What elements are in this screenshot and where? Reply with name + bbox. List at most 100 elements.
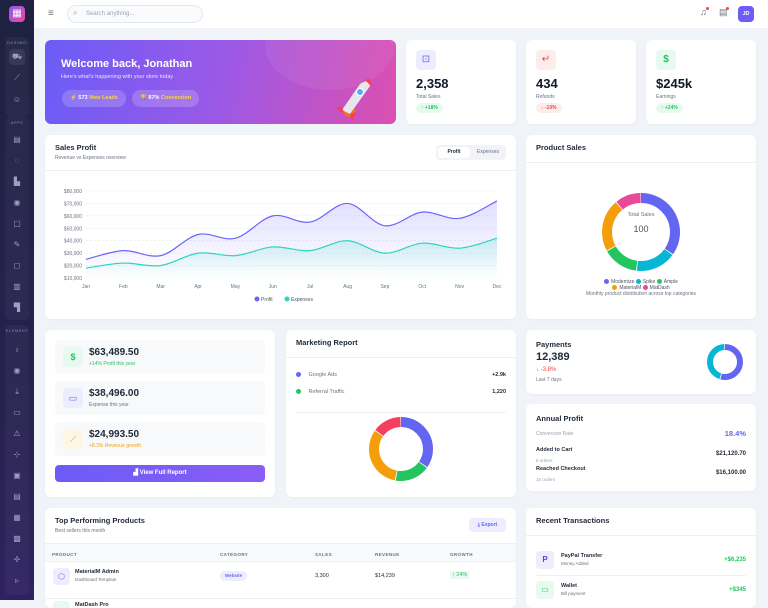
x-tick-label: Jan (82, 284, 90, 290)
radio-icon[interactable]: ◉ (9, 363, 25, 379)
menu-icon[interactable]: ≡ (48, 8, 54, 19)
users-icon[interactable]: ☺ (9, 92, 25, 108)
calendar-icon[interactable]: ▤ (9, 132, 25, 148)
column-header[interactable]: CATEGORY (220, 552, 248, 557)
award-icon[interactable]: ♁ (9, 342, 25, 358)
column-header[interactable]: REVENUE (375, 552, 400, 557)
y-tick-label: $20,000 (64, 264, 82, 270)
sidebar-section-apps: APPS ▤ ◌ ▙ ◉ ▢ ✎ ◻ ▥ ▜ (5, 117, 29, 320)
x-tick-label: Jun (269, 284, 277, 290)
card-title: Annual Profit (536, 414, 583, 423)
section-label: ELEMENT (5, 328, 29, 333)
card-subtitle: Best sellers this month (55, 528, 105, 534)
export-button[interactable]: ⤓ Export (469, 518, 506, 532)
x-tick-label: Sep (380, 284, 389, 290)
alert-icon[interactable]: ⚠ (9, 426, 25, 442)
conv-value: 87% (148, 95, 159, 101)
layout-icon[interactable]: ▩ (9, 531, 25, 547)
row-sub: 15 orders (536, 477, 555, 482)
finance-label: +14% Profit this year (89, 361, 135, 367)
bell-icon[interactable]: ♫ (700, 7, 707, 17)
x-tick-label: Aug (343, 284, 352, 290)
finance-value: $38,496.00 (89, 388, 139, 399)
transaction-sub: Money Added (561, 561, 589, 566)
view-full-report-button[interactable]: ▟ View Full Report (55, 465, 265, 482)
sales-profit-card: Sales Profit Revenue vs Expenses overvie… (45, 135, 516, 319)
annual-profit-card: Annual Profit Conversion Rate 18.4% Adde… (526, 404, 756, 491)
stat-value: 2,358 (416, 76, 449, 91)
table-header (45, 543, 516, 562)
notes-icon[interactable]: ▢ (9, 216, 25, 232)
x-tick-label: Apr (194, 284, 202, 290)
y-tick-label: $80,000 (64, 189, 82, 195)
marketing-row-google-ads: Google Ads+2.9k (296, 372, 506, 378)
invoice-icon[interactable]: ▥ (9, 279, 25, 295)
tree-icon[interactable]: ✢ (9, 552, 25, 568)
legend-label: Expenses (291, 297, 313, 303)
download-icon[interactable]: ⤓ (9, 384, 25, 400)
product-name: MaterialM Admin (75, 569, 119, 575)
grid-icon[interactable]: ▦ (9, 6, 25, 22)
transaction-sub: Bill payment (561, 591, 586, 596)
sidebar-section-dashboard: DASHBO ⛟ ⟋ ☺ (5, 37, 29, 117)
column-header[interactable]: PRODUCT (52, 552, 77, 557)
shopping-bag-icon[interactable]: ◻ (9, 258, 25, 274)
y-tick-label: $30,000 (64, 251, 82, 257)
welcome-banner: Welcome back, Jonathan Here's what's hap… (45, 40, 396, 124)
y-tick-label: $10,000 (64, 276, 82, 282)
transaction-amount: +$6,235 (724, 557, 746, 563)
bag-icon: ⊡ (416, 50, 436, 70)
category-badge: Website (220, 571, 247, 581)
x-tick-label: Feb (119, 284, 128, 290)
chat-icon[interactable]: ◌ (9, 153, 25, 169)
kanban-icon[interactable]: ▜ (9, 300, 25, 316)
stat-card-earnings: $ $245k Earnings ↑ +24% (646, 40, 756, 124)
growth-cell: ↑ 24% (450, 571, 469, 579)
payments-donut (706, 343, 744, 381)
y-tick-label: $70,000 (64, 201, 82, 207)
column-header[interactable]: GROWTH (450, 552, 473, 557)
legend-marker (285, 297, 290, 302)
y-tick-label: $40,000 (64, 239, 82, 245)
product-name: MatDash Pro (75, 602, 109, 608)
payments-change: ↓ -3.8% (536, 367, 556, 373)
search-input[interactable]: Search anything... (67, 5, 203, 23)
edit-icon[interactable]: ✎ (9, 237, 25, 253)
signpost-icon[interactable]: ⊹ (9, 447, 25, 463)
avatar[interactable]: JD (738, 6, 754, 22)
row-value: $16,100.00 (716, 470, 746, 476)
stat-change: ↑ +18% (416, 103, 443, 113)
user-circle-icon[interactable]: ◉ (9, 195, 25, 211)
column-header[interactable]: SALES (315, 552, 332, 557)
card-title: Marketing Report (296, 338, 358, 347)
marketing-report-card: Marketing Report Google Ads+2.9k Referra… (286, 330, 516, 497)
recent-transactions-card: Recent Transactions P PayPal Transfer Mo… (526, 508, 756, 608)
finance-item: $$63,489.50+14% Profit this year (55, 340, 265, 374)
table-row[interactable]: ⬡ MaterialM Admin Dashboard Template Web… (45, 563, 516, 598)
section-label: DASHBO (5, 40, 29, 45)
sales-profit-chart: $80,000$70,000$60,000$50,000$40,000$30,0… (45, 135, 516, 319)
row-value: $21,120.70 (716, 451, 746, 457)
rocket-illustration (320, 76, 380, 124)
row-sub: 5 orders (536, 458, 553, 463)
calendar-day-icon[interactable]: ▦ (9, 510, 25, 526)
chart-line-icon[interactable]: ⟋ (9, 70, 25, 86)
x-tick-label: Mar (156, 284, 165, 290)
message-icon[interactable]: ▤ (719, 7, 728, 18)
donut-center-value: 100 (526, 224, 756, 234)
cart-icon[interactable]: ⛟ (9, 49, 25, 65)
transaction-amount: +$345 (729, 587, 746, 593)
trend-icon: ⟋ (63, 429, 83, 449)
marketing-donut (368, 416, 434, 482)
box-icon: ⬡ (53, 568, 70, 585)
y-tick-label: $50,000 (64, 226, 82, 232)
card-icon[interactable]: ▭ (9, 405, 25, 421)
section-label: APPS (5, 120, 29, 125)
table-icon[interactable]: ▤ (9, 489, 25, 505)
terminal-icon[interactable]: ▹ (9, 573, 25, 589)
x-tick-label: Oct (418, 284, 426, 290)
image-card-icon[interactable]: ▣ (9, 468, 25, 484)
contacts-icon[interactable]: ▙ (9, 174, 25, 190)
